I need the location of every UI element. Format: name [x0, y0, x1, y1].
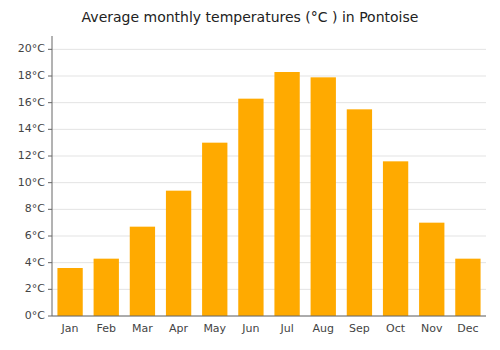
x-axis-line	[52, 316, 486, 317]
tick-label: 14°C	[18, 122, 45, 135]
bar	[202, 143, 227, 316]
tick-mark	[48, 289, 52, 290]
chart-svg: 0°C 2°C 4°C 6°C 8°C 10°C 12°C 14°C 16°C 18°C 20°C J…	[0, 0, 500, 350]
grid-line	[52, 49, 486, 50]
tick-label: Jan	[61, 322, 79, 335]
tick-label: May	[203, 322, 226, 335]
tick-label: Jul	[279, 322, 293, 335]
tick-label: Apr	[169, 322, 189, 335]
y-grid	[52, 49, 486, 316]
tick-mark	[48, 156, 52, 157]
bar	[383, 161, 408, 316]
tick-label: Mar	[132, 322, 153, 335]
tick-mark	[48, 262, 52, 263]
tick-label: Dec	[457, 322, 478, 335]
bar	[130, 227, 155, 316]
tick-label: Feb	[97, 322, 116, 335]
grid-line	[52, 102, 486, 103]
y-axis-line	[52, 36, 53, 316]
tick-label: 0°C	[25, 309, 45, 322]
y-ticks: 0°C 2°C 4°C 6°C 8°C 10°C 12°C 14°C 16°C 18°C 20°C	[18, 42, 52, 322]
bar	[57, 268, 82, 316]
bar	[274, 72, 299, 316]
tick-label: 4°C	[25, 256, 45, 269]
tick-label: 8°C	[25, 202, 45, 215]
bar	[311, 77, 336, 316]
grid-line	[52, 129, 486, 130]
grid-line	[52, 316, 486, 317]
tick-label: Aug	[313, 322, 334, 335]
tick-label: 18°C	[18, 69, 45, 82]
tick-mark	[48, 129, 52, 130]
bars	[57, 72, 480, 316]
bar	[238, 99, 263, 316]
tick-label: Jun	[241, 322, 259, 335]
chart-title: Average monthly temperatures (°C ) in Po…	[82, 9, 419, 25]
chart-container: 0°C 2°C 4°C 6°C 8°C 10°C 12°C 14°C 16°C 18°C 20°C J…	[0, 0, 500, 350]
tick-mark	[48, 316, 52, 317]
grid-line	[52, 182, 486, 183]
tick-mark	[48, 76, 52, 77]
tick-mark	[48, 49, 52, 50]
tick-label: 6°C	[25, 229, 45, 242]
tick-label: 12°C	[18, 149, 45, 162]
grid-line	[52, 209, 486, 210]
tick-label: Nov	[421, 322, 443, 335]
tick-label: Sep	[349, 322, 370, 335]
bar	[94, 259, 119, 316]
bar	[166, 191, 191, 316]
grid-line	[52, 156, 486, 157]
grid-line	[52, 76, 486, 77]
tick-mark	[48, 209, 52, 210]
tick-label: Oct	[386, 322, 406, 335]
bar	[455, 259, 480, 316]
tick-label: 10°C	[18, 176, 45, 189]
tick-mark	[48, 102, 52, 103]
bar	[347, 109, 372, 316]
tick-label: 16°C	[18, 96, 45, 109]
tick-mark	[48, 182, 52, 183]
tick-label: 20°C	[18, 42, 45, 55]
tick-mark	[48, 236, 52, 237]
tick-label: 2°C	[25, 282, 45, 295]
x-ticks: Jan Feb Mar Apr May Jun Jul Aug Sep Oct Nov Dec	[61, 322, 479, 335]
bar	[419, 223, 444, 316]
